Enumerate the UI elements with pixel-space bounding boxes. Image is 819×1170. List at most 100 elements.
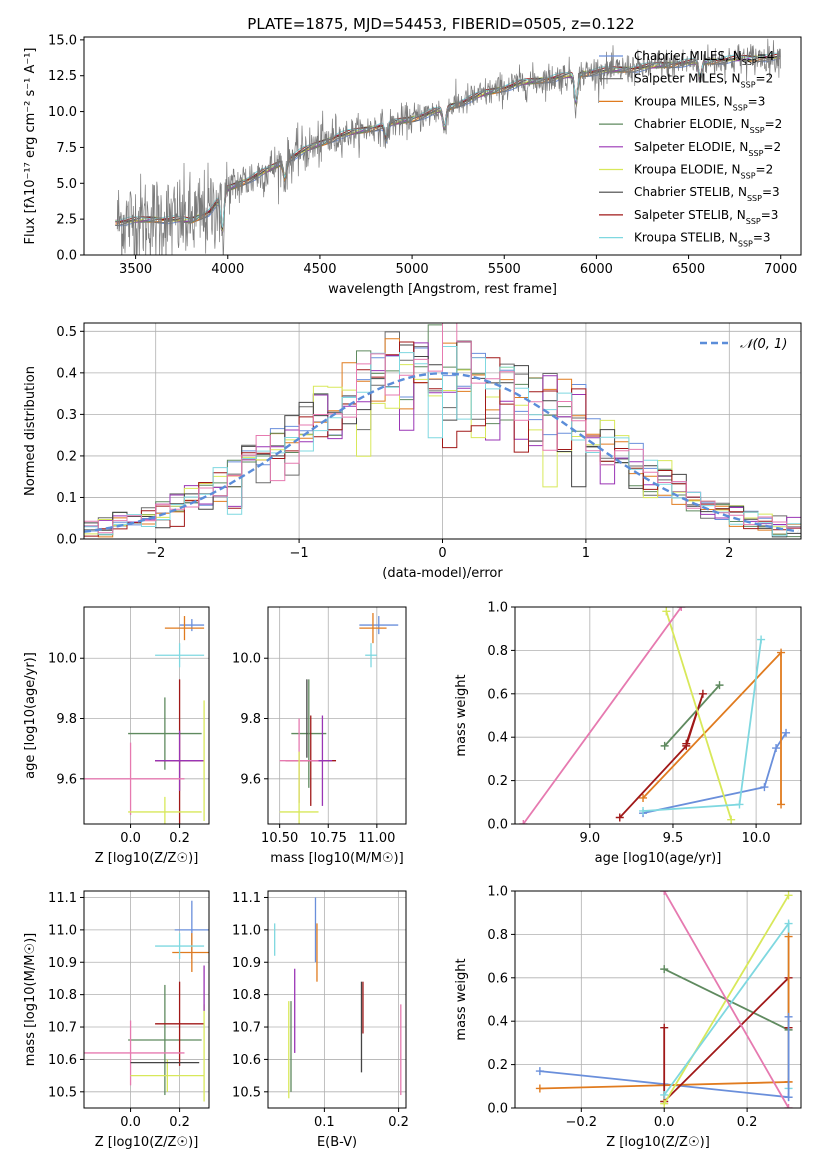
y-tick-label: 5.0	[56, 177, 77, 192]
x-axis-label: Z [log10(Z/Z☉)]	[606, 1135, 710, 1150]
normal-curve	[84, 372, 799, 533]
x-tick-label: 0.2	[169, 1115, 190, 1130]
y-tick-label: 10.0	[232, 652, 261, 667]
error-bar-point	[84, 742, 185, 815]
weight-marker	[777, 648, 786, 657]
gridlines	[268, 607, 406, 824]
y-tick-label: 0.0	[56, 533, 77, 548]
x-tick-label: 9.0	[579, 831, 600, 846]
x-tick-label: 3500	[119, 262, 152, 277]
x-axis-label: (data-model)/error	[382, 566, 503, 581]
y-axis-label: mass weight	[454, 674, 469, 756]
weight-marker	[784, 891, 793, 900]
y-tick-label: 0.2	[487, 1058, 508, 1073]
weight-marker	[727, 815, 736, 824]
axes-mass_vs_ebv: 0.1 0.2 10.5 10.6 10.7 10.8 10.9 11.0 11.1 E(B-V)	[232, 890, 409, 1150]
y-tick-label: 10.7	[232, 1021, 261, 1036]
weight-marker	[535, 1067, 544, 1076]
y-tick-label: 10.8	[48, 988, 77, 1003]
y-tick-label: 2.5	[56, 213, 77, 228]
plot-area-age_vs_Z	[84, 616, 205, 824]
y-tick-label: 11.0	[48, 923, 77, 938]
weight-marker	[639, 806, 648, 815]
weight-marker	[660, 1090, 669, 1099]
legend-entry: Salpeter MILES, NSSP=2	[599, 72, 773, 89]
weight-marker	[784, 1104, 793, 1108]
x-tick-label: 6000	[580, 262, 613, 277]
weight-marker	[757, 635, 766, 644]
y-tick-label: 0.0	[487, 1102, 508, 1117]
weight-marker	[784, 1012, 793, 1021]
y-tick-label: 10.7	[48, 1021, 77, 1036]
x-tick-label: 10.75	[310, 831, 347, 846]
axes-frame	[267, 890, 407, 1109]
weight-line	[663, 891, 790, 1108]
axes-frame	[267, 606, 407, 825]
y-tick-label: 10.9	[232, 956, 261, 971]
y-tick-label: 10.5	[232, 1085, 261, 1100]
x-tick-label: 2	[725, 546, 733, 561]
x-axis-label: mass [log10(M/M☉)]	[270, 851, 403, 866]
weight-marker	[682, 739, 691, 748]
x-tick-label: 0.1	[314, 1115, 335, 1130]
error-bar-point	[128, 984, 202, 1096]
y-tick-label: 0.2	[487, 774, 508, 789]
x-tick-label: 0.2	[388, 1115, 409, 1130]
error-bar-point	[155, 643, 205, 668]
weight-line	[663, 920, 790, 1096]
x-tick-label: 5000	[396, 262, 429, 277]
observed-spectrum-line	[116, 38, 782, 255]
axes-spectrum: 3500 4000 4500 5000 5500 6000 6500 7000 0.0 2.5 5.…	[23, 33, 802, 297]
weight-series	[662, 607, 736, 824]
x-tick-label: 10.50	[261, 831, 298, 846]
y-tick-label: 0.6	[487, 971, 508, 986]
legend-entry: Kroupa STELIB, NSSP=3	[599, 231, 771, 248]
x-tick-label: 0.0	[120, 1115, 141, 1130]
x-tick-label: 1	[582, 546, 590, 561]
plot-area-mass_vs_ebv	[274, 897, 402, 1099]
legend-entry: Chabrier ELODIE, NSSP=2	[599, 117, 782, 135]
y-tick-label: 0.8	[487, 928, 508, 943]
weight-marker	[784, 919, 793, 928]
error-bar-point	[84, 1020, 185, 1086]
y-tick-label: 9.6	[56, 772, 77, 787]
y-tick-label: 0.6	[487, 687, 508, 702]
y-axis-label: Flux [fλ10⁻¹⁷ erg cm⁻² s⁻¹ A⁻¹]	[23, 48, 38, 245]
x-tick-label: 0	[438, 546, 446, 561]
y-tick-label: 0.1	[56, 491, 77, 506]
legend-label: Salpeter ELODIE, NSSP=2	[634, 140, 781, 158]
y-tick-label: 9.8	[240, 712, 261, 727]
y-tick-label: 10.6	[232, 1053, 261, 1068]
y-tick-label: 0.4	[56, 366, 77, 381]
y-axis-label: Normed distribution	[23, 366, 38, 496]
weight-series	[784, 1012, 793, 1102]
y-tick-label: 15.0	[48, 33, 77, 48]
x-tick-label: 0.0	[654, 1115, 675, 1130]
weight-line	[619, 693, 704, 819]
weight-marker	[735, 800, 744, 809]
plot-area-age_vs_mass	[279, 613, 399, 824]
axes-weight_vs_age: 9.0 9.5 10.0 0.0 0.2 0.4 0.6 0.8 1.0 age [log10(a…	[454, 601, 802, 866]
weight-line	[665, 611, 733, 820]
x-axis-label: Z [log10(Z/Z☉)]	[95, 851, 199, 866]
weight-line	[664, 684, 721, 747]
y-tick-label: 10.0	[48, 652, 77, 667]
x-tick-label: 11.00	[358, 831, 395, 846]
axes-frame	[514, 606, 802, 825]
weight-marker	[784, 932, 793, 941]
y-tick-label: 0.8	[487, 644, 508, 659]
weight-marker	[698, 689, 707, 698]
weight-marker	[639, 793, 648, 802]
weight-series	[639, 635, 766, 815]
axes-age_vs_Z: 0.0 0.2 9.6 9.8 10.0 Z [log10(Z/Z☉)] age [log1…	[23, 606, 210, 866]
y-tick-label: 0.5	[56, 325, 77, 340]
y-tick-label: 0.4	[487, 1015, 508, 1030]
spectrum-title: PLATE=1875, MJD=54453, FIBERID=0505, z=0…	[247, 15, 634, 33]
legend-entry: Chabrier MILES, NSSP=4	[599, 49, 774, 67]
axes-frame	[83, 322, 802, 540]
weight-series	[660, 891, 793, 1108]
error-bar-point	[155, 981, 205, 1066]
legend-entry: Kroupa ELODIE, NSSP=2	[599, 163, 773, 180]
error-bar-point	[172, 933, 209, 972]
